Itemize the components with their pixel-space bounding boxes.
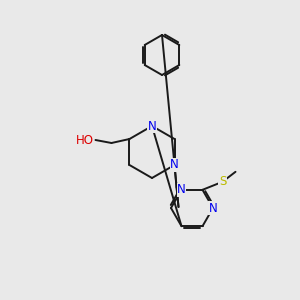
- Text: N: N: [177, 183, 186, 196]
- Text: S: S: [219, 175, 226, 188]
- Text: HO: HO: [76, 134, 94, 146]
- Text: N: N: [208, 202, 217, 214]
- Text: N: N: [148, 119, 156, 133]
- Text: N: N: [170, 158, 179, 172]
